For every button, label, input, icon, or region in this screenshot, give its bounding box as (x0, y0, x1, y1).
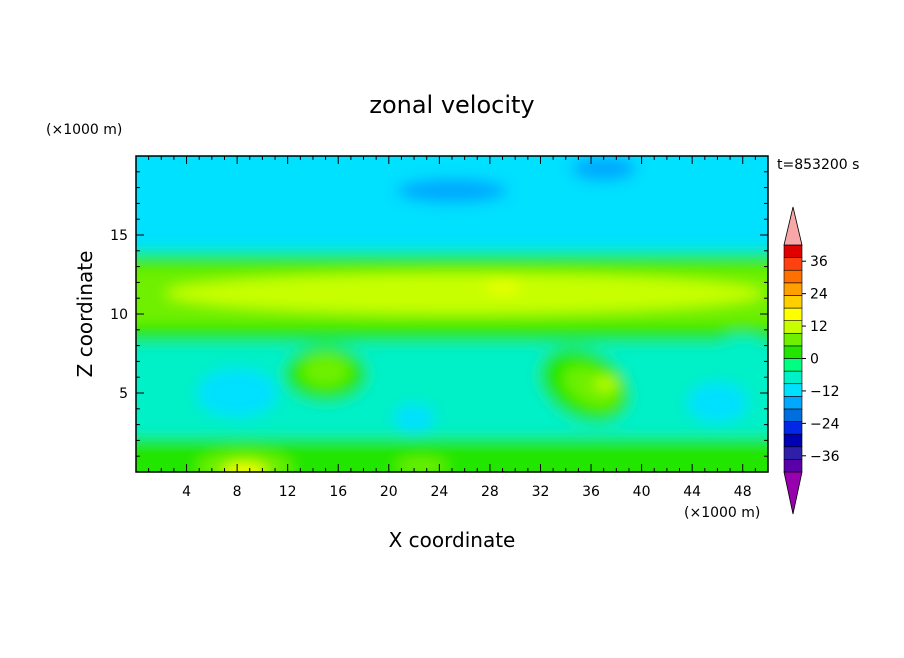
colorbar-swatch (783, 332, 803, 347)
colorbar-tick-label: 24 (810, 287, 828, 303)
x-tick-label: 20 (380, 484, 398, 500)
y-tick-label: 10 (110, 307, 128, 323)
x-tick-label: 32 (532, 484, 550, 500)
x-tick-label: 28 (481, 484, 499, 500)
x-tick-label: 24 (430, 484, 448, 500)
y-axis-title: Z coordinate (73, 251, 97, 378)
x-tick-label: 48 (734, 484, 752, 500)
colorbar-swatch (783, 370, 803, 385)
colorbar-tick-label: −24 (810, 416, 840, 432)
colorbar-swatch (783, 408, 803, 422)
colorbar-under-arrow (783, 471, 803, 515)
colorbar: −36 −24 −12 0 12 24 36 (783, 206, 840, 515)
x-tick-label: 44 (683, 484, 701, 500)
time-label: t=853200 s (777, 157, 859, 173)
colorbar-swatch (783, 244, 803, 258)
x-tick-label: 40 (633, 484, 651, 500)
x-tick-label: 8 (233, 484, 242, 500)
colorbar-swatch (783, 257, 803, 271)
x-tick-label: 36 (582, 484, 600, 500)
colorbar-tick-label: 0 (810, 352, 819, 368)
colorbar-swatch (783, 282, 803, 296)
x-axis-title: X coordinate (389, 528, 516, 552)
x-tick-label: 16 (329, 484, 347, 500)
colorbar-swatch (783, 433, 803, 448)
colorbar-swatch (783, 307, 803, 321)
colorbar-tick-label: −36 (810, 449, 840, 465)
chart-title: zonal velocity (369, 91, 534, 119)
colorbar-swatch (783, 295, 803, 309)
x-axis: 4 8 12 16 20 24 28 32 36 40 44 48 (148, 156, 756, 500)
colorbar-swatch (783, 396, 803, 410)
colorbar-swatch (783, 383, 803, 397)
y-tick-label: 15 (110, 228, 128, 244)
colorbar-over-arrow (783, 206, 803, 246)
y-axis: 5 10 15 (110, 171, 768, 457)
colorbar-swatch (783, 320, 803, 334)
colorbar-tick-label: 36 (810, 254, 828, 270)
y-unit-label: (×1000 m) (46, 122, 122, 138)
x-tick-label: 4 (182, 484, 191, 500)
colorbar-swatch (783, 459, 803, 473)
x-unit-label: (×1000 m) (684, 505, 760, 521)
colorbar-tick-label: 12 (810, 319, 828, 335)
colorbar-tick-label: −12 (810, 384, 840, 400)
colorbar-swatch (783, 269, 803, 284)
colorbar-swatch (783, 421, 803, 435)
x-tick-label: 12 (279, 484, 297, 500)
colorbar-swatch (783, 345, 803, 359)
velocity-field (136, 156, 768, 472)
colorbar-swatch (783, 446, 803, 460)
y-tick-label: 5 (119, 386, 128, 402)
colorbar-swatch (783, 358, 803, 372)
